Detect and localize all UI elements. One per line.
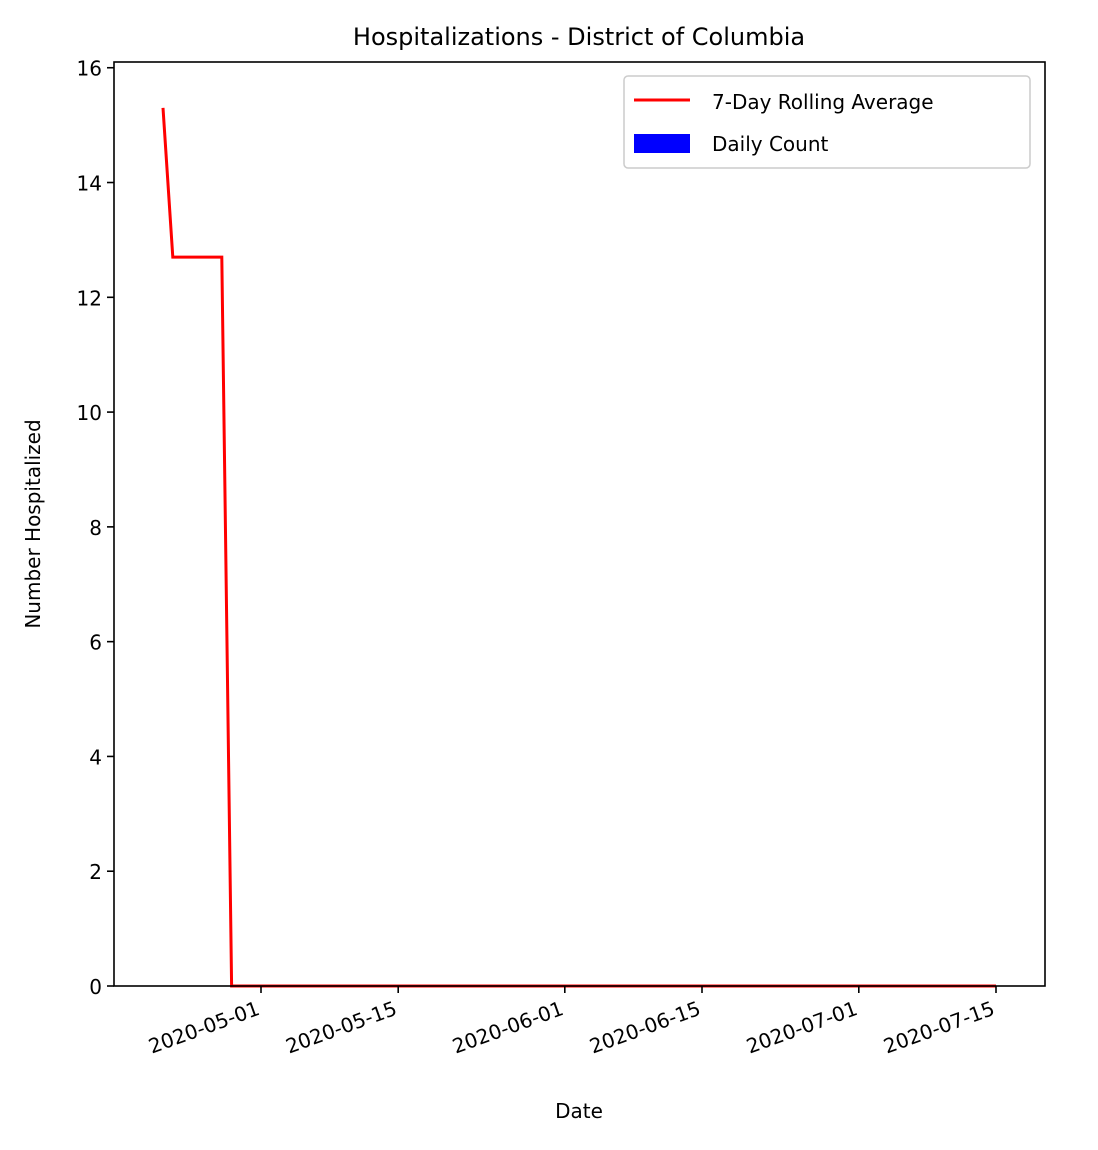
y-tick-label: 8 <box>89 516 102 540</box>
legend-label-rolling-average: 7-Day Rolling Average <box>712 90 934 114</box>
y-tick-label: 14 <box>77 172 102 196</box>
x-axis-label: Date <box>555 1099 603 1123</box>
x-tick-label: 2020-07-15 <box>880 996 997 1058</box>
y-axis: 0 2 4 6 8 10 12 14 16 <box>77 57 114 999</box>
x-tick-label: 2020-06-01 <box>449 996 566 1058</box>
chart-title: Hospitalizations - District of Columbia <box>353 23 805 51</box>
legend: 7-Day Rolling Average Daily Count <box>623 75 1031 169</box>
y-tick-label: 12 <box>77 286 102 310</box>
legend-frame <box>623 75 1031 169</box>
x-tick-label: 2020-05-01 <box>145 996 262 1058</box>
y-tick-label: 2 <box>89 860 102 884</box>
y-tick-label: 4 <box>89 745 102 769</box>
y-tick-label: 10 <box>77 401 102 425</box>
y-axis-label: Number Hospitalized <box>21 419 45 628</box>
legend-label-daily-count: Daily Count <box>712 132 829 156</box>
legend-swatch-daily-count <box>634 134 690 153</box>
y-tick-label: 6 <box>89 631 102 655</box>
y-tick-label: 16 <box>77 57 102 81</box>
y-tick-label: 0 <box>89 975 102 999</box>
series-line-rolling-average <box>161 107 996 988</box>
x-tick-label: 2020-06-15 <box>586 996 703 1058</box>
x-tick-label: 2020-05-15 <box>282 996 399 1058</box>
x-axis: 2020-05-01 2020-05-15 2020-06-01 2020-06-15… <box>145 986 998 1058</box>
plot-frame <box>113 61 1046 987</box>
plot-marks <box>161 107 996 988</box>
x-tick-label: 2020-07-01 <box>743 996 860 1058</box>
